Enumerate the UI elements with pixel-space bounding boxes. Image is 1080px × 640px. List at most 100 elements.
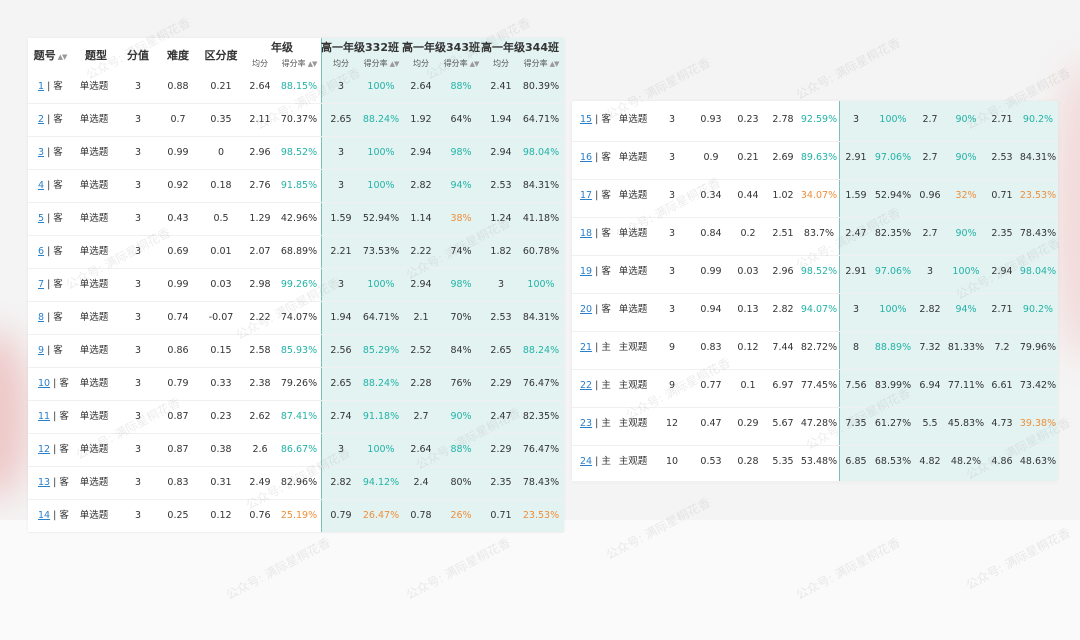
question-number-link[interactable]: 17 bbox=[580, 190, 593, 201]
score-cell: 3 bbox=[668, 266, 676, 277]
header-c343-rate[interactable]: 得分率 ▲▼ bbox=[444, 59, 480, 69]
row-divider bbox=[28, 334, 564, 335]
class343-avg-cell: 7.32 bbox=[919, 342, 941, 353]
question-number-link[interactable]: 12 bbox=[38, 444, 51, 455]
question-number-cell: 1 | 客 bbox=[38, 71, 63, 103]
grade-avg-cell: 5.67 bbox=[772, 418, 794, 429]
discrimination-cell: 0.33 bbox=[210, 378, 232, 389]
discrimination-cell: 0.12 bbox=[737, 342, 759, 353]
class332-rate-cell: 88.24% bbox=[362, 114, 400, 125]
type-cell: 单选题 bbox=[79, 180, 109, 191]
question-number-link[interactable]: 23 bbox=[580, 418, 593, 429]
grade-rate-cell: 86.67% bbox=[280, 444, 318, 455]
difficulty-cell: 0.83 bbox=[167, 477, 189, 488]
class343-rate-cell: 81.33% bbox=[947, 342, 985, 353]
question-number-link[interactable]: 4 bbox=[38, 180, 45, 191]
class344-rate-cell: 78.43% bbox=[522, 477, 560, 488]
column-divider bbox=[321, 38, 322, 532]
row-divider bbox=[572, 407, 1058, 408]
question-kind: | 客 bbox=[44, 147, 63, 158]
difficulty-cell: 0.34 bbox=[700, 190, 722, 201]
class343-avg-cell: 2.64 bbox=[410, 444, 432, 455]
class344-rate-cell: 78.43% bbox=[1019, 228, 1057, 239]
grade-avg-cell: 2.64 bbox=[249, 81, 271, 92]
question-number-cell: 2 | 客 bbox=[38, 104, 63, 136]
question-kind: | 客 bbox=[50, 378, 69, 389]
discrimination-cell: 0.23 bbox=[737, 114, 759, 125]
header-grade-rate[interactable]: 得分率 ▲▼ bbox=[282, 59, 318, 69]
table-row: 6 | 客 单选题 3 0.69 0.01 2.07 68.89% 2.21 73.53% 2.2… bbox=[28, 236, 564, 269]
question-number-link[interactable]: 13 bbox=[38, 477, 51, 488]
question-number-cell: 10 | 客 bbox=[38, 368, 69, 400]
class332-avg-cell: 3 bbox=[337, 444, 345, 455]
grade-avg-cell: 0.76 bbox=[249, 510, 271, 521]
class343-avg-cell: 3 bbox=[926, 266, 934, 277]
column-divider bbox=[839, 101, 840, 481]
grade-rate-cell: 25.19% bbox=[280, 510, 318, 521]
question-number-link[interactable]: 22 bbox=[580, 380, 593, 391]
question-number-link[interactable]: 11 bbox=[38, 411, 51, 422]
question-number-link[interactable]: 19 bbox=[580, 266, 593, 277]
discrimination-cell: 0.15 bbox=[210, 345, 232, 356]
question-number-link[interactable]: 7 bbox=[38, 279, 45, 290]
class343-rate-cell: 98% bbox=[450, 147, 472, 158]
grade-avg-cell: 2.98 bbox=[249, 279, 271, 290]
sort-icon[interactable]: ▲▼ bbox=[549, 60, 560, 68]
sort-icon[interactable]: ▲▼ bbox=[469, 60, 480, 68]
question-number-cell: 6 | 客 bbox=[38, 236, 63, 268]
class343-rate-cell: 32% bbox=[955, 190, 977, 201]
difficulty-cell: 0.99 bbox=[700, 266, 722, 277]
class344-rate-cell: 64.71% bbox=[522, 114, 560, 125]
question-number-link[interactable]: 8 bbox=[38, 312, 45, 323]
question-number-link[interactable]: 21 bbox=[580, 342, 593, 353]
row-divider bbox=[572, 255, 1058, 256]
question-kind: | 客 bbox=[592, 266, 611, 277]
header-c332-rate[interactable]: 得分率 ▲▼ bbox=[364, 59, 400, 69]
question-number-link[interactable]: 18 bbox=[580, 228, 593, 239]
class332-avg-cell: 1.59 bbox=[845, 190, 867, 201]
table-row: 8 | 客 单选题 3 0.74 -0.07 2.22 74.07% 1.94 64.71% 2.… bbox=[28, 302, 564, 335]
discrimination-cell: 0.31 bbox=[210, 477, 232, 488]
difficulty-cell: 0.92 bbox=[167, 180, 189, 191]
question-number-link[interactable]: 16 bbox=[580, 152, 593, 163]
question-stats-table-right: 15 | 客单选题 3 0.93 0.23 2.78 92.59% 3 100% 2.7 90% 2… bbox=[572, 101, 1058, 484]
question-number-link[interactable]: 14 bbox=[38, 510, 51, 521]
question-number-link[interactable]: 9 bbox=[38, 345, 45, 356]
question-number-link[interactable]: 5 bbox=[38, 213, 45, 224]
question-number-link[interactable]: 3 bbox=[38, 147, 45, 158]
header-qnum[interactable]: 题号 ▲▼ bbox=[34, 50, 68, 63]
table-row: 21 | 主主观题 9 0.83 0.12 7.44 82.72% 8 88.89% 7.32 8… bbox=[572, 332, 1058, 370]
question-number-link[interactable]: 10 bbox=[38, 378, 51, 389]
difficulty-cell: 0.79 bbox=[167, 378, 189, 389]
header-c344-rate-label: 得分率 bbox=[523, 59, 548, 68]
header-c343-avg: 均分 bbox=[413, 59, 429, 68]
discrimination-cell: -0.07 bbox=[208, 312, 234, 323]
header-c344-rate[interactable]: 得分率 ▲▼ bbox=[523, 59, 560, 69]
discrimination-cell: 0.1 bbox=[740, 380, 756, 391]
question-number-link[interactable]: 6 bbox=[38, 246, 45, 257]
class343-rate-cell: 90% bbox=[955, 114, 977, 125]
question-number-link[interactable]: 24 bbox=[580, 456, 593, 467]
class343-rate-cell: 48.2% bbox=[950, 456, 982, 467]
discrimination-cell: 0.38 bbox=[210, 444, 232, 455]
score-cell: 3 bbox=[134, 312, 142, 323]
class343-avg-cell: 2.22 bbox=[410, 246, 432, 257]
header-type: 题型 bbox=[85, 49, 107, 62]
question-number-link[interactable]: 15 bbox=[580, 114, 593, 125]
class344-rate-cell: 80.39% bbox=[522, 81, 560, 92]
sort-icon[interactable]: ▲▼ bbox=[57, 53, 68, 61]
class332-rate-cell: 97.06% bbox=[874, 266, 912, 277]
row-divider bbox=[572, 293, 1058, 294]
sort-icon[interactable]: ▲▼ bbox=[389, 60, 400, 68]
table-row: 24 | 主主观题 10 0.53 0.28 5.35 53.48% 6.85 68.53% 4… bbox=[572, 446, 1058, 484]
question-number-link[interactable]: 1 bbox=[38, 81, 45, 92]
type-cell: 主观题 bbox=[618, 456, 648, 467]
question-number-link[interactable]: 2 bbox=[38, 114, 45, 125]
class343-avg-cell: 2.7 bbox=[922, 114, 938, 125]
sort-icon[interactable]: ▲▼ bbox=[307, 60, 318, 68]
grade-avg-cell: 2.82 bbox=[772, 304, 794, 315]
class332-rate-cell: 83.99% bbox=[874, 380, 912, 391]
question-number-link[interactable]: 20 bbox=[580, 304, 593, 315]
question-number-cell: 8 | 客 bbox=[38, 302, 63, 334]
class343-avg-cell: 2.82 bbox=[410, 180, 432, 191]
